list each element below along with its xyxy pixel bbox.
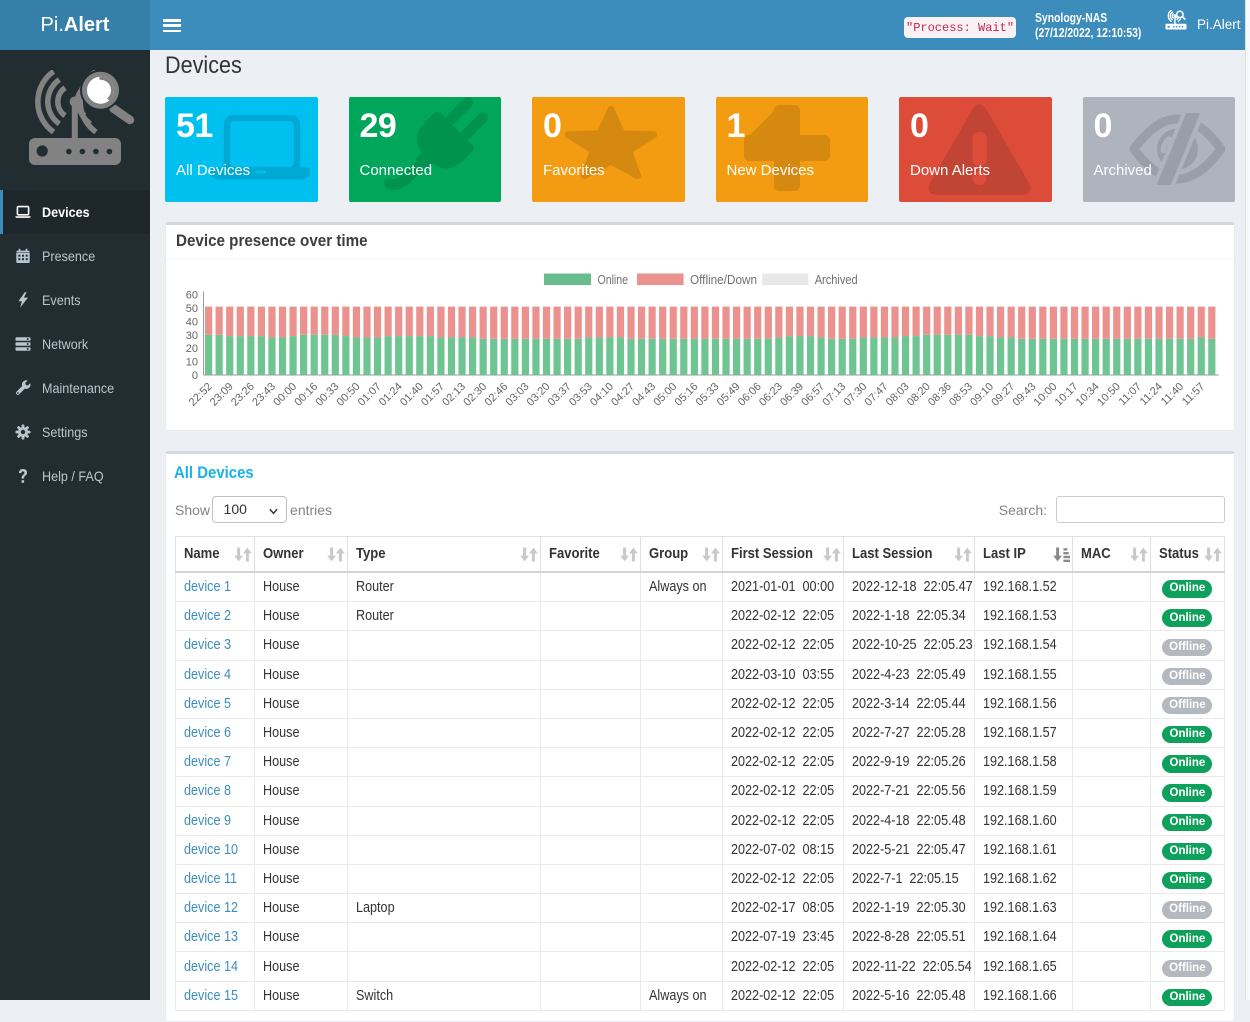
svg-text:01:24: 01:24 <box>377 380 405 408</box>
svg-text:Offline/Down: Offline/Down <box>690 273 757 287</box>
svg-text:01:07: 01:07 <box>356 380 384 408</box>
svg-text:23:26: 23:26 <box>229 380 257 408</box>
svg-text:05:16: 05:16 <box>673 380 701 408</box>
svg-text:23:09: 23:09 <box>208 380 236 408</box>
svg-text:10:00: 10:00 <box>1032 380 1060 408</box>
svg-text:10: 10 <box>186 356 198 368</box>
svg-text:07:13: 07:13 <box>820 380 848 408</box>
svg-text:06:06: 06:06 <box>736 380 764 408</box>
svg-text:08:03: 08:03 <box>884 380 912 408</box>
svg-text:11:40: 11:40 <box>1159 380 1186 407</box>
svg-text:04:10: 04:10 <box>588 380 616 408</box>
svg-text:04:43: 04:43 <box>630 380 658 408</box>
svg-text:08:20: 08:20 <box>905 380 933 408</box>
svg-text:Archived: Archived <box>815 273 858 287</box>
svg-text:10:50: 10:50 <box>1095 380 1123 408</box>
svg-text:00:33: 00:33 <box>313 380 341 408</box>
svg-text:03:03: 03:03 <box>504 380 532 408</box>
svg-text:10:17: 10:17 <box>1053 380 1081 408</box>
svg-text:09:10: 09:10 <box>968 380 996 408</box>
svg-text:50: 50 <box>186 302 198 314</box>
svg-text:06:23: 06:23 <box>757 380 785 408</box>
svg-text:03:37: 03:37 <box>546 380 574 408</box>
svg-text:04:27: 04:27 <box>609 380 637 408</box>
svg-text:30: 30 <box>186 329 198 341</box>
svg-text:03:20: 03:20 <box>525 380 553 408</box>
svg-text:00:00: 00:00 <box>271 380 299 408</box>
svg-text:11:57: 11:57 <box>1180 380 1207 407</box>
svg-text:02:13: 02:13 <box>440 380 468 408</box>
svg-text:0: 0 <box>192 370 198 382</box>
svg-text:23:43: 23:43 <box>250 380 278 408</box>
svg-text:05:49: 05:49 <box>715 380 743 408</box>
svg-text:20: 20 <box>186 343 198 355</box>
svg-text:02:46: 02:46 <box>482 380 510 408</box>
svg-text:09:43: 09:43 <box>1010 380 1038 408</box>
svg-text:60: 60 <box>186 289 198 301</box>
svg-text:07:47: 07:47 <box>863 380 891 408</box>
svg-text:02:30: 02:30 <box>461 380 489 408</box>
svg-text:Online: Online <box>598 273 629 287</box>
svg-text:01:57: 01:57 <box>419 380 447 408</box>
svg-text:11:07: 11:07 <box>1117 380 1144 407</box>
svg-text:10:34: 10:34 <box>1074 380 1102 408</box>
svg-text:08:36: 08:36 <box>926 380 954 408</box>
svg-text:40: 40 <box>186 316 198 328</box>
svg-text:07:30: 07:30 <box>841 380 869 408</box>
svg-text:05:33: 05:33 <box>694 380 722 408</box>
svg-text:08:53: 08:53 <box>947 380 975 408</box>
svg-text:05:00: 05:00 <box>651 380 679 408</box>
svg-text:09:27: 09:27 <box>989 380 1017 408</box>
svg-text:00:50: 00:50 <box>335 380 363 408</box>
svg-text:06:39: 06:39 <box>778 380 806 408</box>
svg-text:06:57: 06:57 <box>799 380 827 408</box>
svg-text:03:53: 03:53 <box>567 380 595 408</box>
svg-text:11:24: 11:24 <box>1138 380 1165 407</box>
svg-text:00:16: 00:16 <box>292 380 320 408</box>
svg-text:22:52: 22:52 <box>187 380 215 408</box>
svg-text:01:40: 01:40 <box>398 380 426 408</box>
